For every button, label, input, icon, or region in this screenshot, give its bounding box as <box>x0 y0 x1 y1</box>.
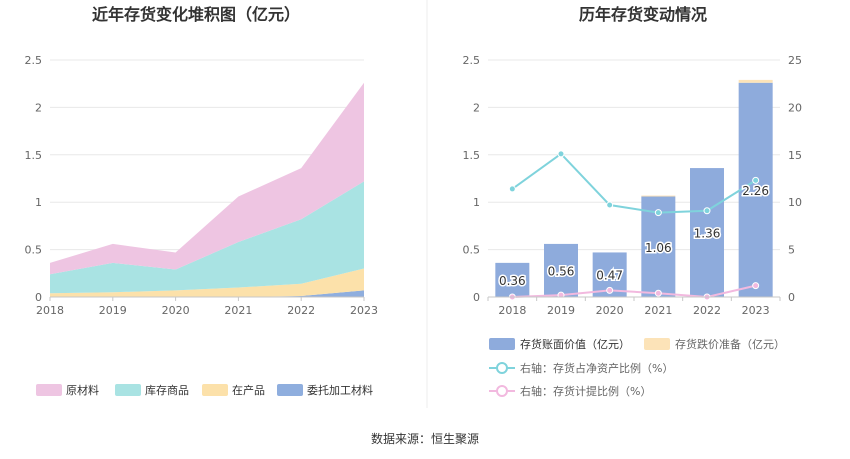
legend-swatch-raw_material <box>36 384 62 396</box>
left-x-tick-label: 2018 <box>36 304 64 317</box>
left-y-tick-label: 2.5 <box>25 54 43 67</box>
legend-label-ratio: 右轴：存货占净资产比例（%） <box>520 361 673 375</box>
legend-marker-ratio <box>496 362 508 374</box>
right-chart-title: 历年存货变动情况 <box>579 5 707 24</box>
legend-swatch-reserve <box>644 338 670 350</box>
bar-inventory <box>544 243 578 297</box>
right-bar-labels: 0.36 0.56 0.47 1.06 1.36 2.26 <box>497 182 770 289</box>
legend-label-raw_material: 原材料 <box>66 383 99 397</box>
bar-inventory <box>495 262 530 297</box>
left-axis: 0 0.5 1 1.5 2 2.5 2018 2019 2020 2021 2022 2023 <box>25 54 379 317</box>
right-x-tick-label: 2021 <box>644 304 672 317</box>
legend-swatch-bar <box>489 338 515 350</box>
right-y-tick-label: 1.5 <box>463 149 481 162</box>
right-y-tick-label: 1 <box>473 196 480 209</box>
line-point-line_ratio <box>654 209 662 217</box>
left-y-tick-label: 0 <box>35 291 42 304</box>
right-legend[interactable]: 存货账面价值（亿元） 存货跌价准备（亿元）右轴：存货占净资产比例（%） 右轴：存货计… <box>489 337 785 398</box>
left-y-tick-label: 2 <box>35 101 42 114</box>
left-x-tick-label: 2019 <box>99 304 127 317</box>
left-x-tick-label: 2020 <box>162 304 190 317</box>
right-x-tick-label: 2019 <box>547 304 575 317</box>
line-point-line_ratio <box>606 201 614 209</box>
legend-swatch-wip <box>202 384 228 396</box>
left-x-tick-label: 2022 <box>287 304 315 317</box>
bar-reserve <box>641 195 676 197</box>
bar-value-label: 0.47 <box>596 269 623 283</box>
bar-value-label: 2.26 <box>742 184 769 198</box>
line-point-line_ratio <box>752 176 760 184</box>
legend-label-provision: 右轴：存货计提比例（%） <box>520 384 651 398</box>
right-x-tick-label: 2020 <box>596 304 624 317</box>
legend-label-bar: 存货账面价值（亿元） <box>520 337 630 351</box>
area-series-finished_goods <box>50 181 364 294</box>
left-legend[interactable]: 原材料 库存商品 在产品 委托加工材料 <box>36 383 373 397</box>
legend-label-finished_goods: 库存商品 <box>145 383 189 397</box>
left-y-tick-label: 1 <box>35 196 42 209</box>
left-x-tick-label: 2023 <box>350 304 378 317</box>
data-source: 数据来源：恒生聚源 <box>371 431 479 446</box>
right-axis: 0 0 0.5 5 1 10 1.5 15 2 20 2.5 25 2018 2019 2020 2021 20… <box>463 54 803 317</box>
legend-label-reserve: 存货跌价准备（亿元） <box>675 337 785 351</box>
right-y2-tick-label: 0 <box>788 291 795 304</box>
area-series-outsourced <box>50 290 364 297</box>
area-series-raw_material <box>50 82 364 275</box>
bar-inventory <box>738 82 773 297</box>
legend-marker-provision <box>496 385 508 397</box>
line-point-line_provision <box>606 286 614 294</box>
legend-swatch-finished_goods <box>115 384 141 396</box>
bar-value-label: 0.36 <box>499 274 526 288</box>
right-x-tick-label: 2023 <box>742 304 770 317</box>
right-y-tick-label: 0 <box>473 291 480 304</box>
right-y-tick-label: 2.5 <box>463 54 481 67</box>
bar-reserve <box>738 79 773 83</box>
line-point-line_ratio <box>703 207 711 215</box>
bar-value-label: 1.06 <box>645 241 672 255</box>
legend-label-wip: 在产品 <box>232 383 265 397</box>
line-point-line_provision <box>752 282 760 290</box>
right-y2-tick-label: 15 <box>788 149 802 162</box>
line-point-line_ratio <box>557 150 565 158</box>
legend-label-outsourced: 委托加工材料 <box>307 383 373 397</box>
right-x-tick-label: 2018 <box>498 304 526 317</box>
line-point-line_provision <box>654 289 662 297</box>
right-bars <box>495 79 773 297</box>
bar-inventory <box>690 168 724 297</box>
bar-value-label: 1.36 <box>694 227 721 241</box>
legend-swatch-outsourced <box>277 384 303 396</box>
line-point-line_ratio <box>508 185 516 193</box>
bar-value-label: 0.56 <box>548 264 575 278</box>
left-y-tick-label: 0.5 <box>25 244 43 257</box>
left-x-tick-label: 2021 <box>224 304 252 317</box>
right-y-tick-label: 0.5 <box>463 244 481 257</box>
right-grid <box>488 59 780 251</box>
right-y2-tick-label: 10 <box>788 196 802 209</box>
line-series-line_provision <box>512 284 756 299</box>
right-x-tick-label: 2022 <box>693 304 721 317</box>
right-y2-tick-label: 5 <box>788 244 795 257</box>
left-chart-title: 近年存货变化堆积图（亿元） <box>92 5 300 24</box>
right-y2-tick-label: 20 <box>788 101 802 114</box>
line-series-line_ratio <box>511 152 757 214</box>
left-areas <box>50 82 364 297</box>
left-y-tick-label: 1.5 <box>25 149 43 162</box>
right-y-tick-label: 2 <box>473 101 480 114</box>
area-series-wip <box>50 268 364 297</box>
right-y2-tick-label: 25 <box>788 54 802 67</box>
